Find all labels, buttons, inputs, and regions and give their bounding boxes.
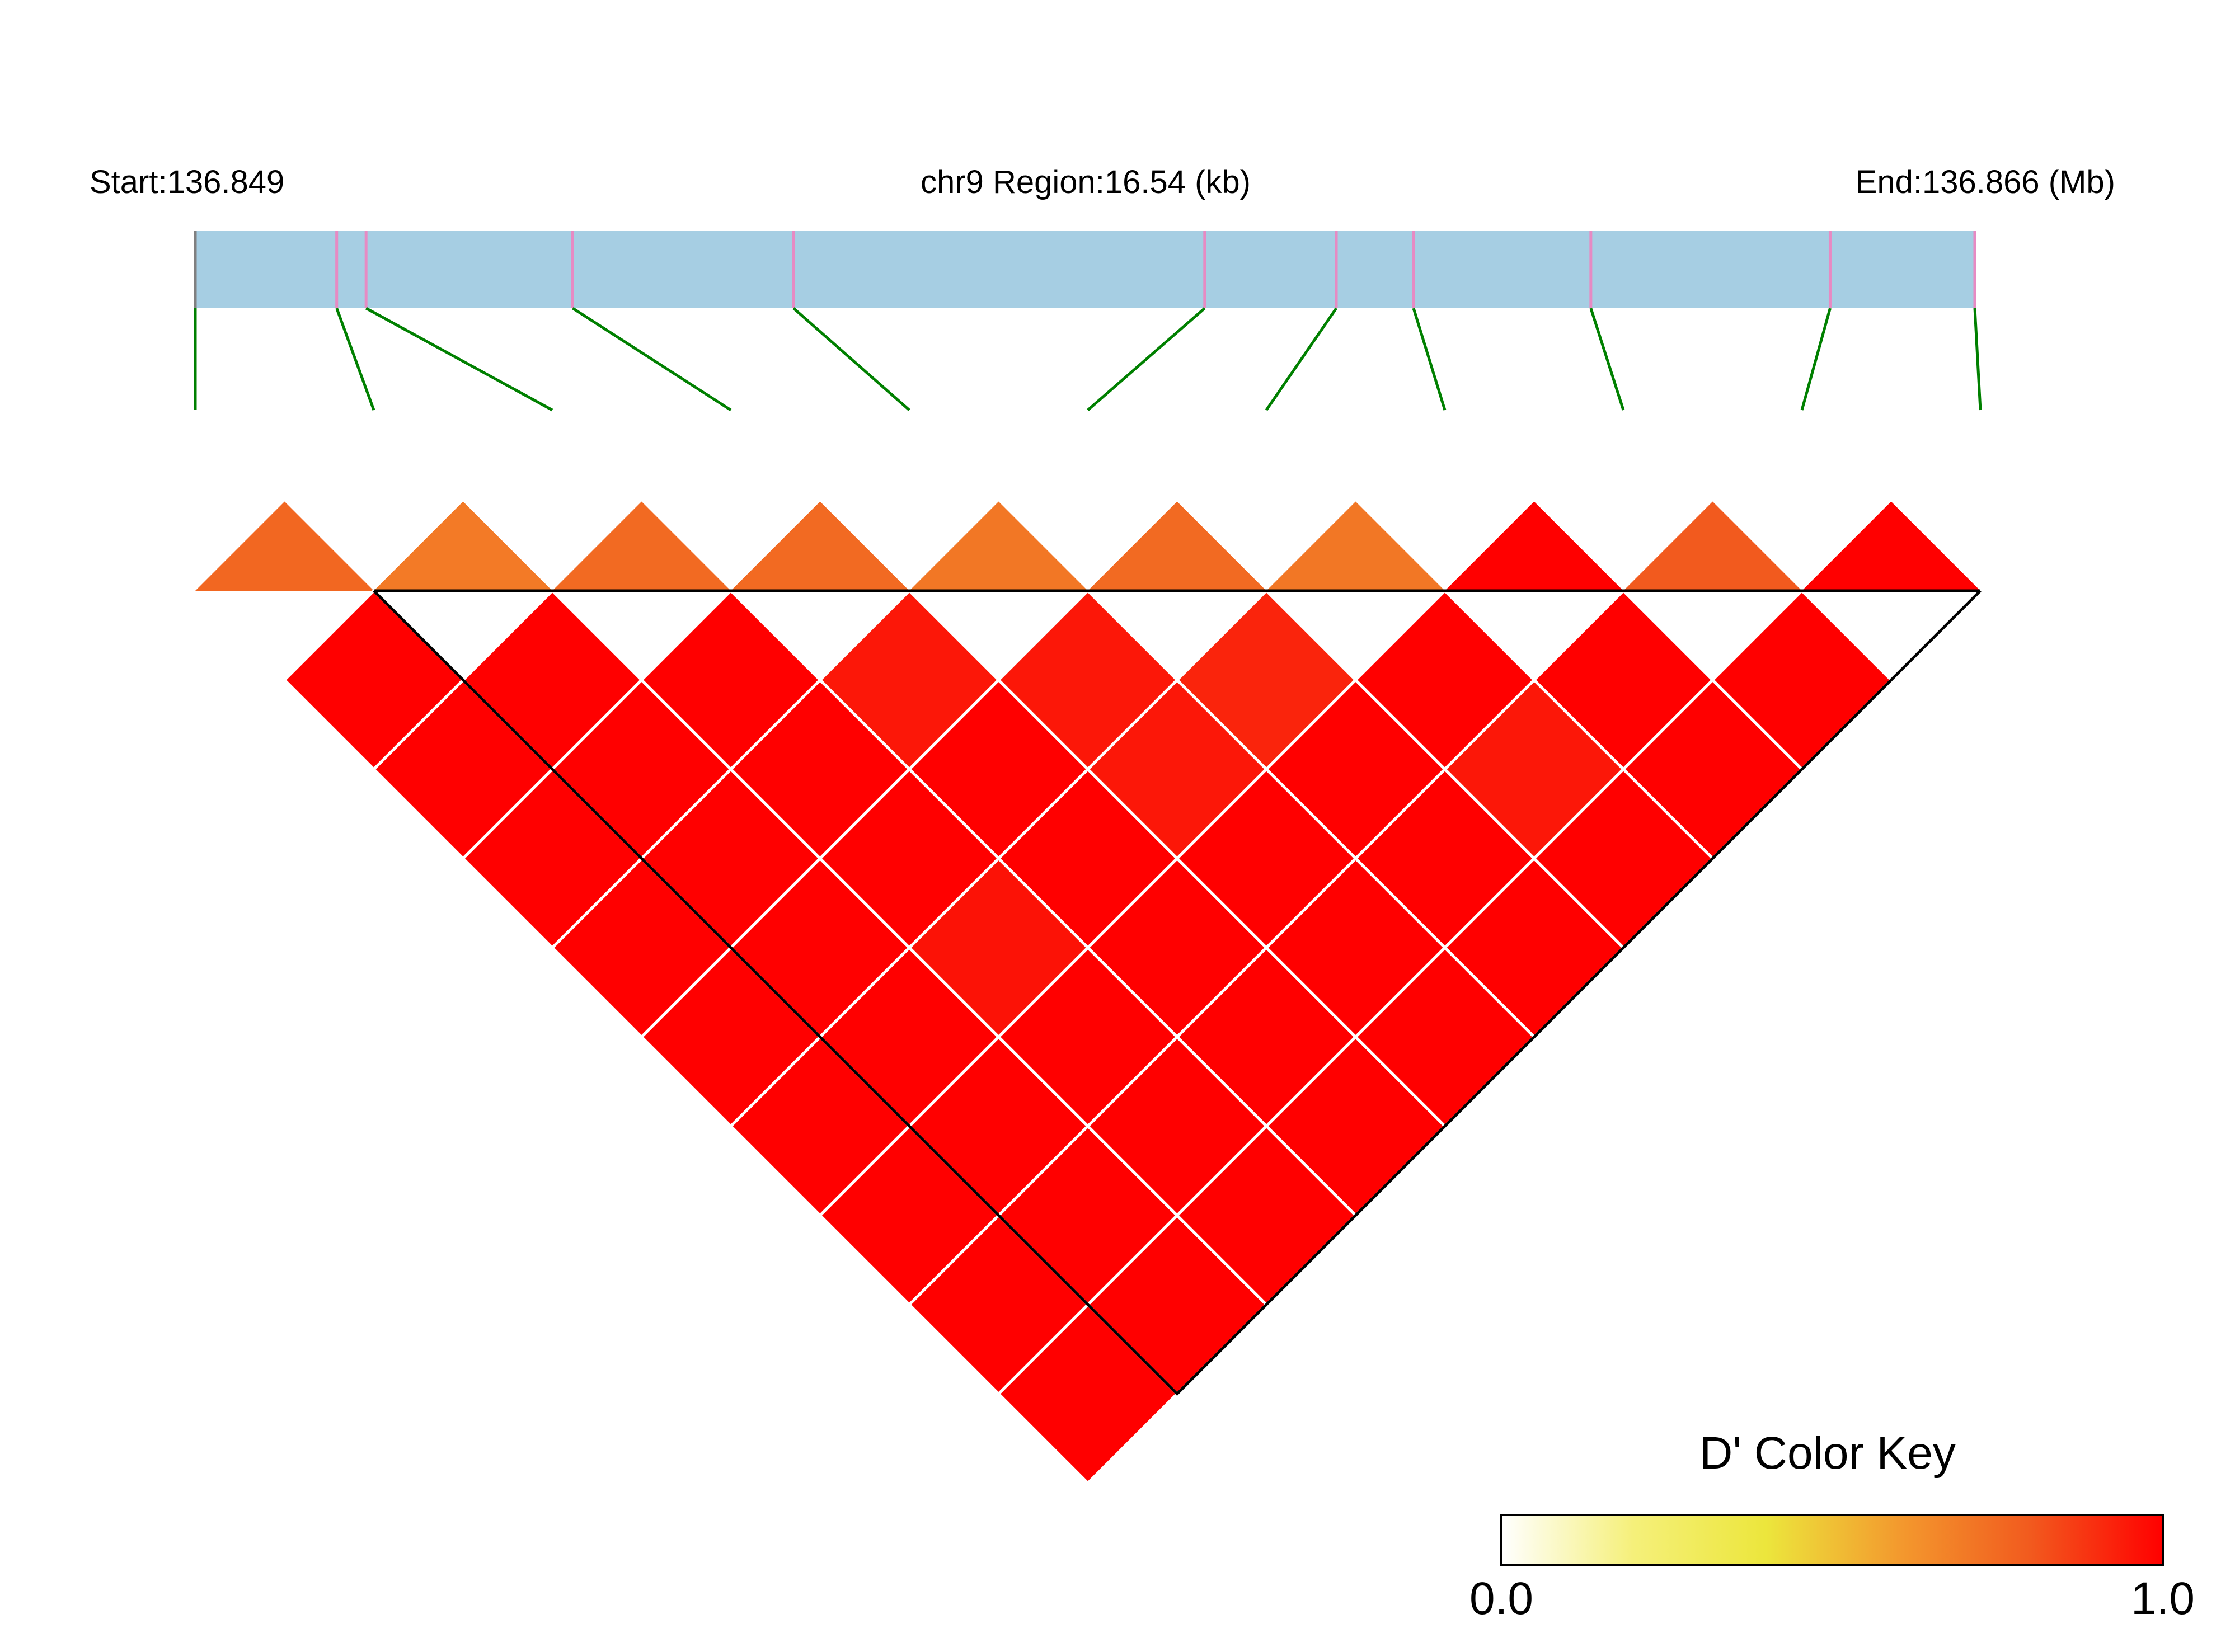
region-start-label: Start:136.849: [90, 164, 284, 200]
ld-cell: [1623, 501, 1802, 591]
snp-connector: [1589, 308, 1625, 411]
snp-connector: [1265, 307, 1338, 411]
ld-cell: [909, 501, 1088, 591]
ld-cell: [1088, 501, 1266, 591]
block-outline: [373, 590, 1982, 1396]
ld-cell: [552, 501, 731, 591]
color-key-gradient-bar: [1500, 1514, 2164, 1566]
snp-position-ticks: [335, 231, 1976, 308]
ld-cell: [731, 501, 909, 591]
snp-connector: [1973, 308, 1982, 411]
ld-cell: [1445, 501, 1623, 591]
ld-cell: [195, 501, 374, 591]
region-end-label: End:136.866 (Mb): [1856, 164, 2115, 200]
snp-connector: [792, 307, 910, 411]
snp-connector: [365, 307, 553, 412]
snp-connector: [1087, 307, 1206, 411]
ld-cell: [1266, 501, 1445, 591]
snp-connector: [1800, 308, 1832, 411]
snp-connector: [572, 307, 732, 412]
color-key-title: D' Color Key: [1699, 1428, 1956, 1479]
region-center-label: chr9 Region:16.54 (kb): [921, 164, 1251, 200]
snp-connector: [1412, 308, 1447, 411]
color-key: D' Color Key 0.0 1.0: [1469, 1428, 2195, 1624]
ld-cell: [1802, 501, 1980, 591]
chromosome-region-bar: [195, 231, 1975, 308]
snp-connector: [335, 308, 375, 411]
ld-cell: [374, 501, 552, 591]
snp-connector-lines: [194, 307, 1982, 412]
haplotype-block-outline: [373, 589, 1982, 1396]
ld-cells: [195, 501, 1980, 1483]
color-key-min-label: 0.0: [1469, 1573, 1533, 1624]
color-key-max-label: 1.0: [2131, 1573, 2195, 1624]
